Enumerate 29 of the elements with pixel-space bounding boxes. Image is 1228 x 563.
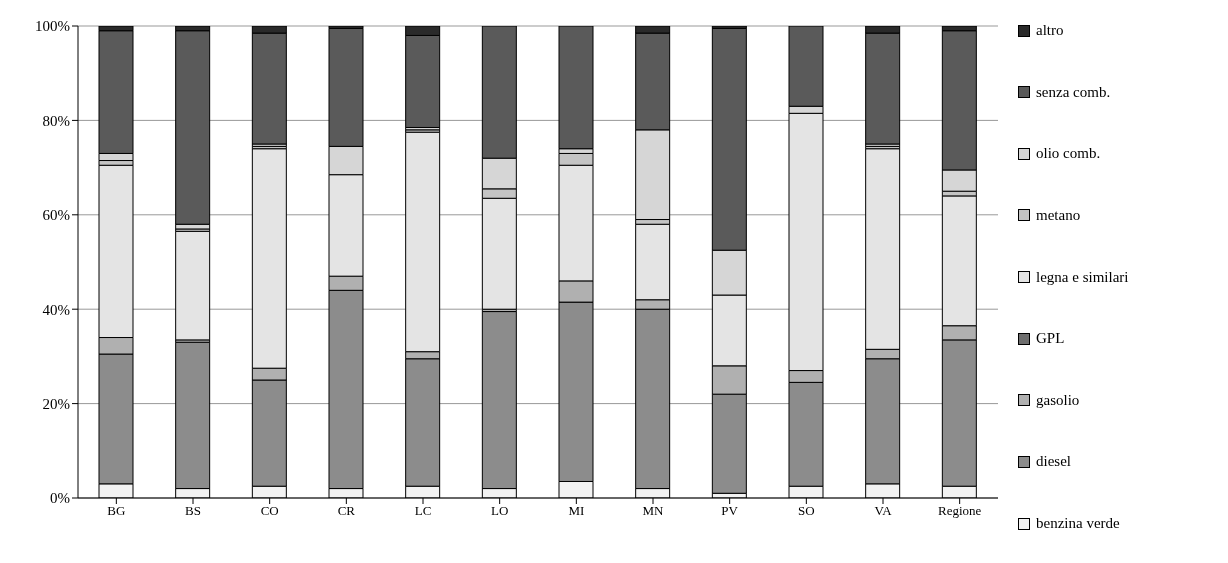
x-tick-label: SO xyxy=(798,503,815,519)
y-tick-label: 40% xyxy=(42,301,70,318)
y-tick-label: 0% xyxy=(50,490,70,507)
x-tick-label: BS xyxy=(185,503,201,519)
x-tick-label: LO xyxy=(490,503,509,519)
x-tick-label: Regione xyxy=(938,503,982,519)
legend-label: gasolio xyxy=(1036,391,1080,409)
x-tick-label: MI xyxy=(568,503,585,519)
x-tick-label: CO xyxy=(260,503,279,519)
y-tick-label: 20% xyxy=(42,395,70,412)
legend-label: olio comb. xyxy=(1036,145,1101,163)
x-tick-label: VA xyxy=(874,503,893,519)
x-tick-label: BG xyxy=(107,503,126,519)
x-tick-label: LC xyxy=(414,503,432,519)
y-tick-label: 60% xyxy=(42,207,70,224)
legend-label: GPL xyxy=(1036,330,1065,348)
legend-label: diesel xyxy=(1036,453,1071,471)
bar xyxy=(175,230,211,341)
legend-label: metano xyxy=(1036,206,1081,224)
y-tick-label: 100% xyxy=(35,18,70,35)
x-tick-label: PV xyxy=(721,503,739,519)
legend-label: altro xyxy=(1036,22,1064,39)
x-tick-label: CR xyxy=(337,503,356,519)
legend-label: senza comb. xyxy=(1036,83,1111,101)
y-tick-label: 80% xyxy=(42,112,70,129)
legend-label: legna e similari xyxy=(1036,268,1129,286)
legend-label: benzina verde xyxy=(1036,515,1120,532)
bar xyxy=(558,26,594,150)
x-tick-label: MN xyxy=(642,503,665,519)
